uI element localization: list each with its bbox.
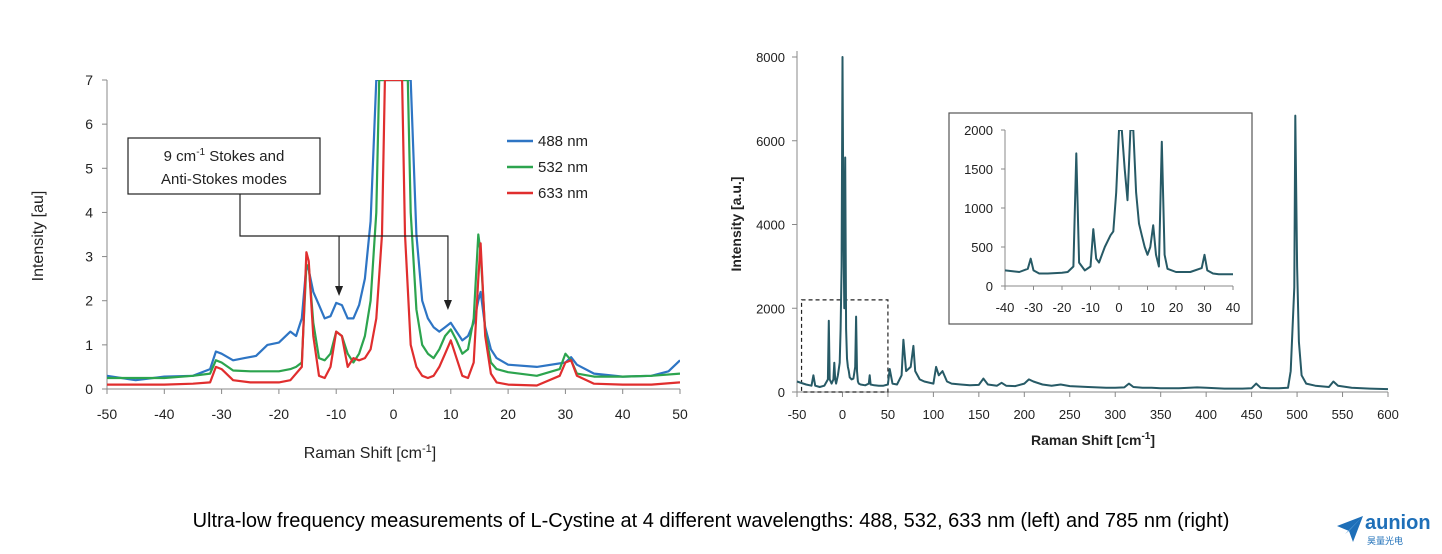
right-x-tick-label: 0 — [839, 407, 846, 422]
annotation-line-2: Anti-Stokes modes — [161, 171, 287, 188]
legend-label: 532 nm — [538, 159, 588, 176]
inset-y-tick-label: 500 — [971, 240, 993, 255]
left-x-tick-label: 30 — [558, 406, 574, 422]
left-y-tick-label: 0 — [85, 381, 93, 397]
right-y-tick-label: 0 — [778, 385, 785, 400]
left-series-group — [107, 80, 680, 387]
right-x-tick-label: 200 — [1013, 407, 1035, 422]
left-x-tick-label: -30 — [211, 406, 231, 422]
inset-x-tick-label: 30 — [1197, 300, 1211, 315]
left-x-tick-label: -40 — [154, 406, 174, 422]
right-x-tick-label: 250 — [1059, 407, 1081, 422]
annotation-line-1: 9 cm-1 Stokes and — [164, 147, 285, 165]
inset-x-tick-label: -30 — [1024, 300, 1043, 315]
stokes-annotation: 9 cm-1 Stokes and Anti-Stokes modes — [127, 137, 452, 310]
left-x-axis-label: Raman Shift [cm-1] — [304, 443, 437, 462]
right-x-tick-label: 50 — [881, 407, 895, 422]
inset-x-tick-label: -40 — [996, 300, 1015, 315]
right-x-tick-label: 550 — [1332, 407, 1354, 422]
left-x-tick-label: 40 — [615, 406, 631, 422]
right-x-axis-label: Raman Shift [cm-1] — [1031, 431, 1155, 448]
right-x-tick-label: 500 — [1286, 407, 1308, 422]
arrowhead-icon — [335, 286, 344, 296]
left-y-axis-label: Intensity [au] — [30, 191, 47, 282]
right-x-tick-label: 600 — [1377, 407, 1399, 422]
left-chart: 0 1 2 3 4 5 6 7 -50 -40 -30 -20 -10 0 10 20 30 40 50 Raman… — [30, 72, 688, 462]
annotation-box — [127, 137, 321, 195]
logo-subtitle: 昊量光电 — [1367, 536, 1404, 546]
arrowhead-icon — [443, 300, 452, 310]
paper-plane-icon — [1337, 516, 1363, 542]
right-x-tick-label: 450 — [1241, 407, 1263, 422]
left-x-tick-label: 0 — [390, 406, 398, 422]
left-y-tick-label: 5 — [85, 160, 93, 176]
inset-y-tick-label: 0 — [986, 279, 993, 294]
left-y-tick-label: 7 — [85, 72, 93, 88]
legend-label: 633 nm — [538, 185, 588, 202]
right-x-tick-label: 300 — [1104, 407, 1126, 422]
right-x-tick-label: 100 — [923, 407, 945, 422]
left-legend: 488 nm 532 nm 633 nm — [507, 133, 588, 202]
right-y-tick-label: 6000 — [756, 134, 785, 149]
inset-x-tick-label: 40 — [1226, 300, 1240, 315]
right-series-group — [796, 56, 1389, 391]
figure-caption: Ultra-low frequency measurements of L-Cy… — [0, 510, 1442, 533]
inset-x-tick-label: -20 — [1053, 300, 1072, 315]
logo-name: aunion — [1365, 512, 1431, 534]
left-y-tick-label: 2 — [85, 293, 93, 309]
right-y-tick-label: 8000 — [756, 50, 785, 65]
right-x-tick-label: 400 — [1195, 407, 1217, 422]
annotation-connector — [239, 194, 449, 300]
inset-chart: 0 500 1000 1500 2000 -40 -30 -20 -10 0 10 20 30 40 — [948, 112, 1253, 325]
right-x-tick-label: 350 — [1150, 407, 1172, 422]
left-axes: 0 1 2 3 4 5 6 7 -50 -40 -30 -20 -10 0 10 20 30 40 50 — [85, 72, 688, 422]
right-x-tick-label: 150 — [968, 407, 990, 422]
left-series-line-3 — [107, 80, 680, 387]
brand-logo: aunion 昊量光电 — [1335, 512, 1435, 546]
inset-y-tick-label: 1000 — [964, 201, 993, 216]
left-y-tick-label: 1 — [85, 337, 93, 353]
left-x-tick-label: 50 — [672, 406, 688, 422]
right-y-tick-label: 4000 — [756, 218, 785, 233]
left-y-tick-label: 6 — [85, 116, 93, 132]
left-series-line-1 — [107, 80, 680, 382]
inset-series-line — [1005, 130, 1233, 276]
inset-y-tick-label: 1500 — [964, 162, 993, 177]
inset-x-tick-label: -10 — [1081, 300, 1100, 315]
inset-x-tick-label: 20 — [1169, 300, 1183, 315]
left-x-tick-label: 20 — [500, 406, 516, 422]
left-x-tick-label: -20 — [269, 406, 289, 422]
inset-y-tick-label: 2000 — [964, 123, 993, 138]
right-x-tick-label: -50 — [788, 407, 807, 422]
inset-frame — [948, 112, 1253, 325]
right-series-line — [796, 56, 1389, 391]
left-y-tick-label: 4 — [85, 204, 93, 220]
left-x-tick-label: -50 — [97, 406, 117, 422]
left-series-line-2 — [107, 80, 680, 380]
left-x-tick-label: -10 — [326, 406, 346, 422]
left-x-tick-label: 10 — [443, 406, 459, 422]
legend-label: 488 nm — [538, 133, 588, 150]
inset-x-tick-label: 10 — [1140, 300, 1154, 315]
caption-text: Ultra-low frequency measurements of L-Cy… — [192, 510, 1230, 532]
left-y-tick-label: 3 — [85, 249, 93, 265]
right-y-axis-label: Intensity [a.u.] — [728, 177, 744, 272]
right-y-tick-label: 2000 — [756, 301, 785, 316]
inset-x-tick-label: 0 — [1115, 300, 1122, 315]
